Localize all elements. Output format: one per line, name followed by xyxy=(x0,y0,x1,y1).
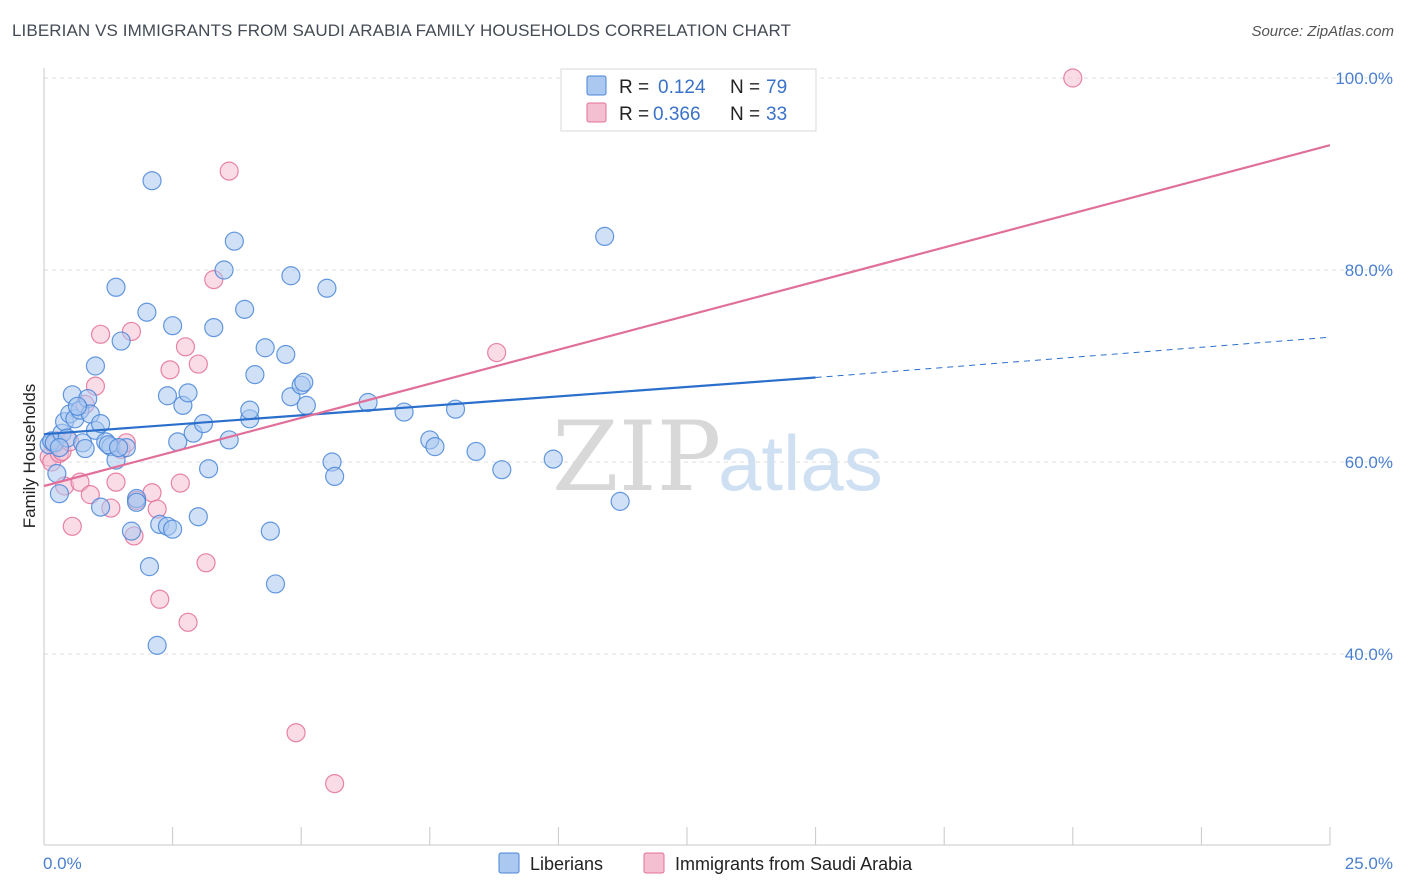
tick-labels: 40.0% 60.0% 80.0% 100.0% 0.0% 25.0% xyxy=(43,69,1393,873)
legend-r-label: R = xyxy=(619,77,649,98)
legend-r-label: R = xyxy=(619,104,649,125)
data-point xyxy=(543,449,563,469)
legend-n-value-saudi-arabia: 33 xyxy=(766,104,787,125)
series-liberians-points xyxy=(39,171,630,655)
data-point xyxy=(106,472,126,492)
data-point xyxy=(255,338,275,358)
data-point xyxy=(121,521,142,541)
data-point xyxy=(281,266,301,286)
data-point xyxy=(175,337,196,357)
data-point xyxy=(85,356,106,376)
data-point xyxy=(111,331,131,351)
legend-r-value-saudi-arabia: 0.366 xyxy=(653,104,701,125)
data-point xyxy=(188,507,208,527)
data-point xyxy=(294,372,314,392)
data-point xyxy=(296,395,316,415)
y-tick-label: 80.0% xyxy=(1345,261,1393,280)
data-point xyxy=(276,344,296,365)
data-point xyxy=(425,437,445,457)
data-point xyxy=(178,383,198,403)
series-legend: Liberians Immigrants from Saudi Arabia xyxy=(498,852,913,874)
data-point xyxy=(163,316,183,336)
data-point xyxy=(1063,68,1083,88)
x-tick-label: 0.0% xyxy=(43,854,82,873)
data-point xyxy=(466,441,486,462)
gridlines xyxy=(44,77,1392,655)
y-tick-label: 100.0% xyxy=(1335,69,1393,88)
data-point xyxy=(75,438,95,459)
x-tick-label: 25.0% xyxy=(1345,854,1393,873)
bottom-legend-label-saudi-arabia: Immigrants from Saudi Arabia xyxy=(675,854,913,874)
y-tick-label: 40.0% xyxy=(1345,645,1393,664)
data-point xyxy=(80,485,100,505)
data-point xyxy=(137,302,157,322)
data-point xyxy=(224,231,244,251)
data-point xyxy=(49,484,70,504)
trend-lines xyxy=(43,144,1331,488)
data-point xyxy=(265,574,286,594)
data-point xyxy=(163,519,183,539)
trend-line-liberians xyxy=(43,376,816,436)
data-point xyxy=(219,161,239,181)
y-axis-label: Family Households xyxy=(20,384,39,529)
legend-n-label: N = xyxy=(730,104,760,125)
data-point xyxy=(170,473,190,493)
correlation-legend: R = 0.124 N = 79 R = 0.366 N = 33 xyxy=(560,68,817,132)
data-point xyxy=(245,365,265,385)
bottom-legend-label-liberians: Liberians xyxy=(530,854,603,874)
legend-swatch-liberians xyxy=(586,75,607,96)
data-point xyxy=(90,324,111,344)
data-point xyxy=(126,492,147,512)
data-point xyxy=(150,589,170,609)
data-point xyxy=(286,723,306,743)
data-point xyxy=(317,278,337,298)
bottom-legend-swatch-liberians xyxy=(498,852,520,874)
data-point xyxy=(487,342,507,363)
data-point xyxy=(188,354,208,374)
data-point xyxy=(142,171,162,191)
source-label: Source: ZipAtlas.com xyxy=(1251,23,1394,40)
trend-line-saudi-arabia xyxy=(43,144,1331,488)
data-point xyxy=(157,386,178,406)
data-point xyxy=(139,557,160,577)
data-point xyxy=(90,497,111,517)
data-point xyxy=(90,414,111,434)
data-point xyxy=(67,396,88,416)
data-point xyxy=(595,226,615,246)
legend-n-value-liberians: 79 xyxy=(766,77,787,98)
data-point xyxy=(610,491,630,511)
data-point xyxy=(160,360,180,380)
data-point xyxy=(62,516,82,536)
legend-n-label: N = xyxy=(730,77,760,98)
bottom-legend-swatch-saudi-arabia xyxy=(643,852,665,874)
data-point xyxy=(147,635,167,655)
data-point xyxy=(204,318,224,338)
data-point xyxy=(196,553,216,573)
y-tick-label: 60.0% xyxy=(1345,453,1393,472)
legend-r-value-liberians: 0.124 xyxy=(658,77,706,98)
data-point xyxy=(214,260,234,280)
trend-line-liberians-extension xyxy=(815,336,1331,379)
data-point xyxy=(108,438,129,458)
data-point xyxy=(325,773,345,794)
data-point xyxy=(235,299,255,319)
watermark-atlas: atlas xyxy=(718,419,883,507)
data-point xyxy=(199,459,219,479)
data-point xyxy=(178,612,198,632)
data-point xyxy=(106,277,126,297)
chart-title: LIBERIAN VS IMMIGRANTS FROM SAUDI ARABIA… xyxy=(12,21,792,40)
data-point xyxy=(394,402,414,422)
data-point xyxy=(49,438,70,458)
data-point xyxy=(240,400,260,420)
watermark-zip: ZIP xyxy=(552,401,721,513)
data-point xyxy=(219,430,239,450)
data-point xyxy=(325,466,345,486)
legend-swatch-saudi-arabia xyxy=(586,102,607,123)
data-point xyxy=(492,460,512,480)
data-point xyxy=(260,521,280,541)
